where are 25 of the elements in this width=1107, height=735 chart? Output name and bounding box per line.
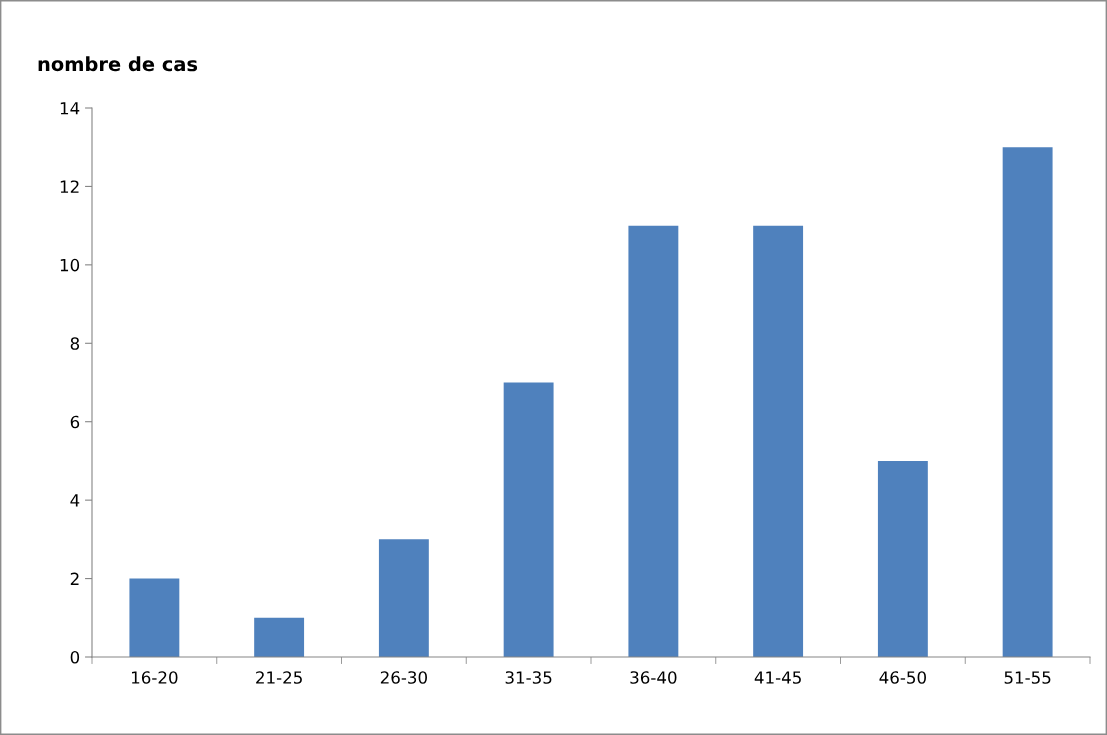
x-tick-label: 41-45 <box>754 671 801 684</box>
x-tick-label: 51-55 <box>1004 671 1051 684</box>
y-tick-label: 2 <box>70 572 79 585</box>
bar <box>877 460 928 657</box>
bar <box>753 225 804 657</box>
bar <box>254 617 305 657</box>
y-tick-label: 8 <box>70 337 80 350</box>
x-tick-label: 31-35 <box>505 671 552 684</box>
y-axis-title: nombre de cas <box>38 56 198 72</box>
bar <box>129 578 180 657</box>
bar <box>628 225 679 657</box>
bar <box>1002 147 1053 657</box>
y-tick-label: 14 <box>60 102 80 115</box>
x-tick-label: 21-25 <box>256 671 302 684</box>
y-tick-label: 10 <box>60 258 80 272</box>
y-tick-label: 6 <box>70 415 80 429</box>
bar <box>503 382 554 657</box>
x-tick-label: 26-30 <box>380 671 427 684</box>
x-tick-label: 36-40 <box>630 671 677 684</box>
y-tick-label: 12 <box>60 180 79 193</box>
x-tick-label: 46-50 <box>879 671 926 684</box>
bar <box>378 539 429 657</box>
y-tick-label: 4 <box>70 494 80 507</box>
x-tick-label: 16-20 <box>131 671 178 684</box>
y-tick-label: 0 <box>70 650 80 664</box>
